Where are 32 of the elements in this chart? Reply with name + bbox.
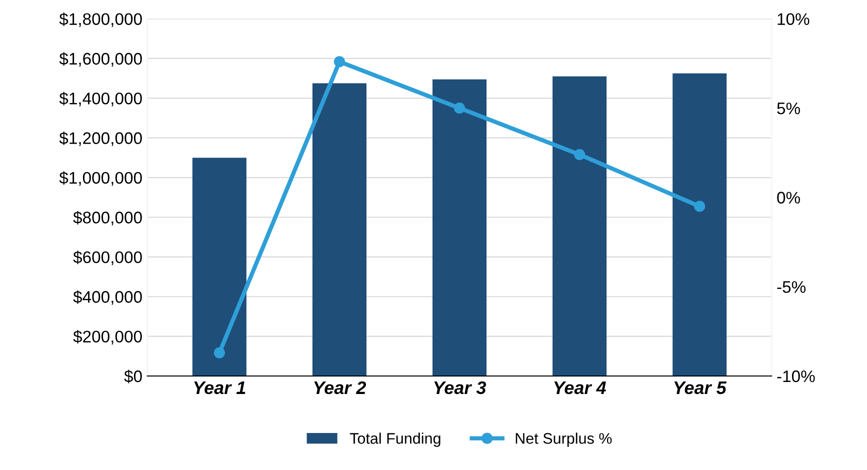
- y-tick-label: $200,000: [73, 330, 142, 344]
- bar: [552, 76, 607, 376]
- x-tick-label: Year 4: [554, 382, 606, 394]
- point: [214, 347, 225, 358]
- point: [334, 56, 346, 68]
- y-tick-label: $400,000: [73, 290, 142, 305]
- y-tick-label: $800,000: [73, 210, 142, 226]
- bar: [672, 73, 727, 376]
- y-tick-label: $1,800,000: [59, 12, 142, 27]
- x-tick-label: Year 5: [674, 382, 727, 394]
- y-tick-label: $1,200,000: [59, 132, 142, 146]
- x-tick-label: Year 1: [194, 382, 246, 394]
- y2-tick-label: 0%: [777, 192, 800, 204]
- y-tick-label: $1,000,000: [59, 171, 142, 186]
- y2-tick-label: 5%: [777, 102, 800, 114]
- y-tick-label: $600,000: [73, 250, 142, 266]
- legend-label: Net Surplus %: [516, 432, 612, 447]
- y2-tick-label: -10%: [777, 370, 815, 382]
- x-tick-label: Year 2: [314, 381, 366, 394]
- y2-tick-label: -5%: [777, 281, 806, 293]
- point: [574, 148, 586, 160]
- legend-label: Total Funding: [350, 432, 440, 447]
- point: [694, 200, 706, 212]
- bar: [432, 79, 487, 376]
- point: [454, 102, 466, 114]
- y-tick-label: $1,600,000: [59, 52, 142, 67]
- bar: [312, 83, 366, 376]
- bar: [192, 158, 246, 376]
- y-tick-label: $1,400,000: [59, 92, 142, 106]
- y-tick-label: $0: [124, 370, 142, 384]
- x-tick-label: Year 3: [434, 381, 486, 394]
- y2-tick-label: 10%: [778, 13, 810, 26]
